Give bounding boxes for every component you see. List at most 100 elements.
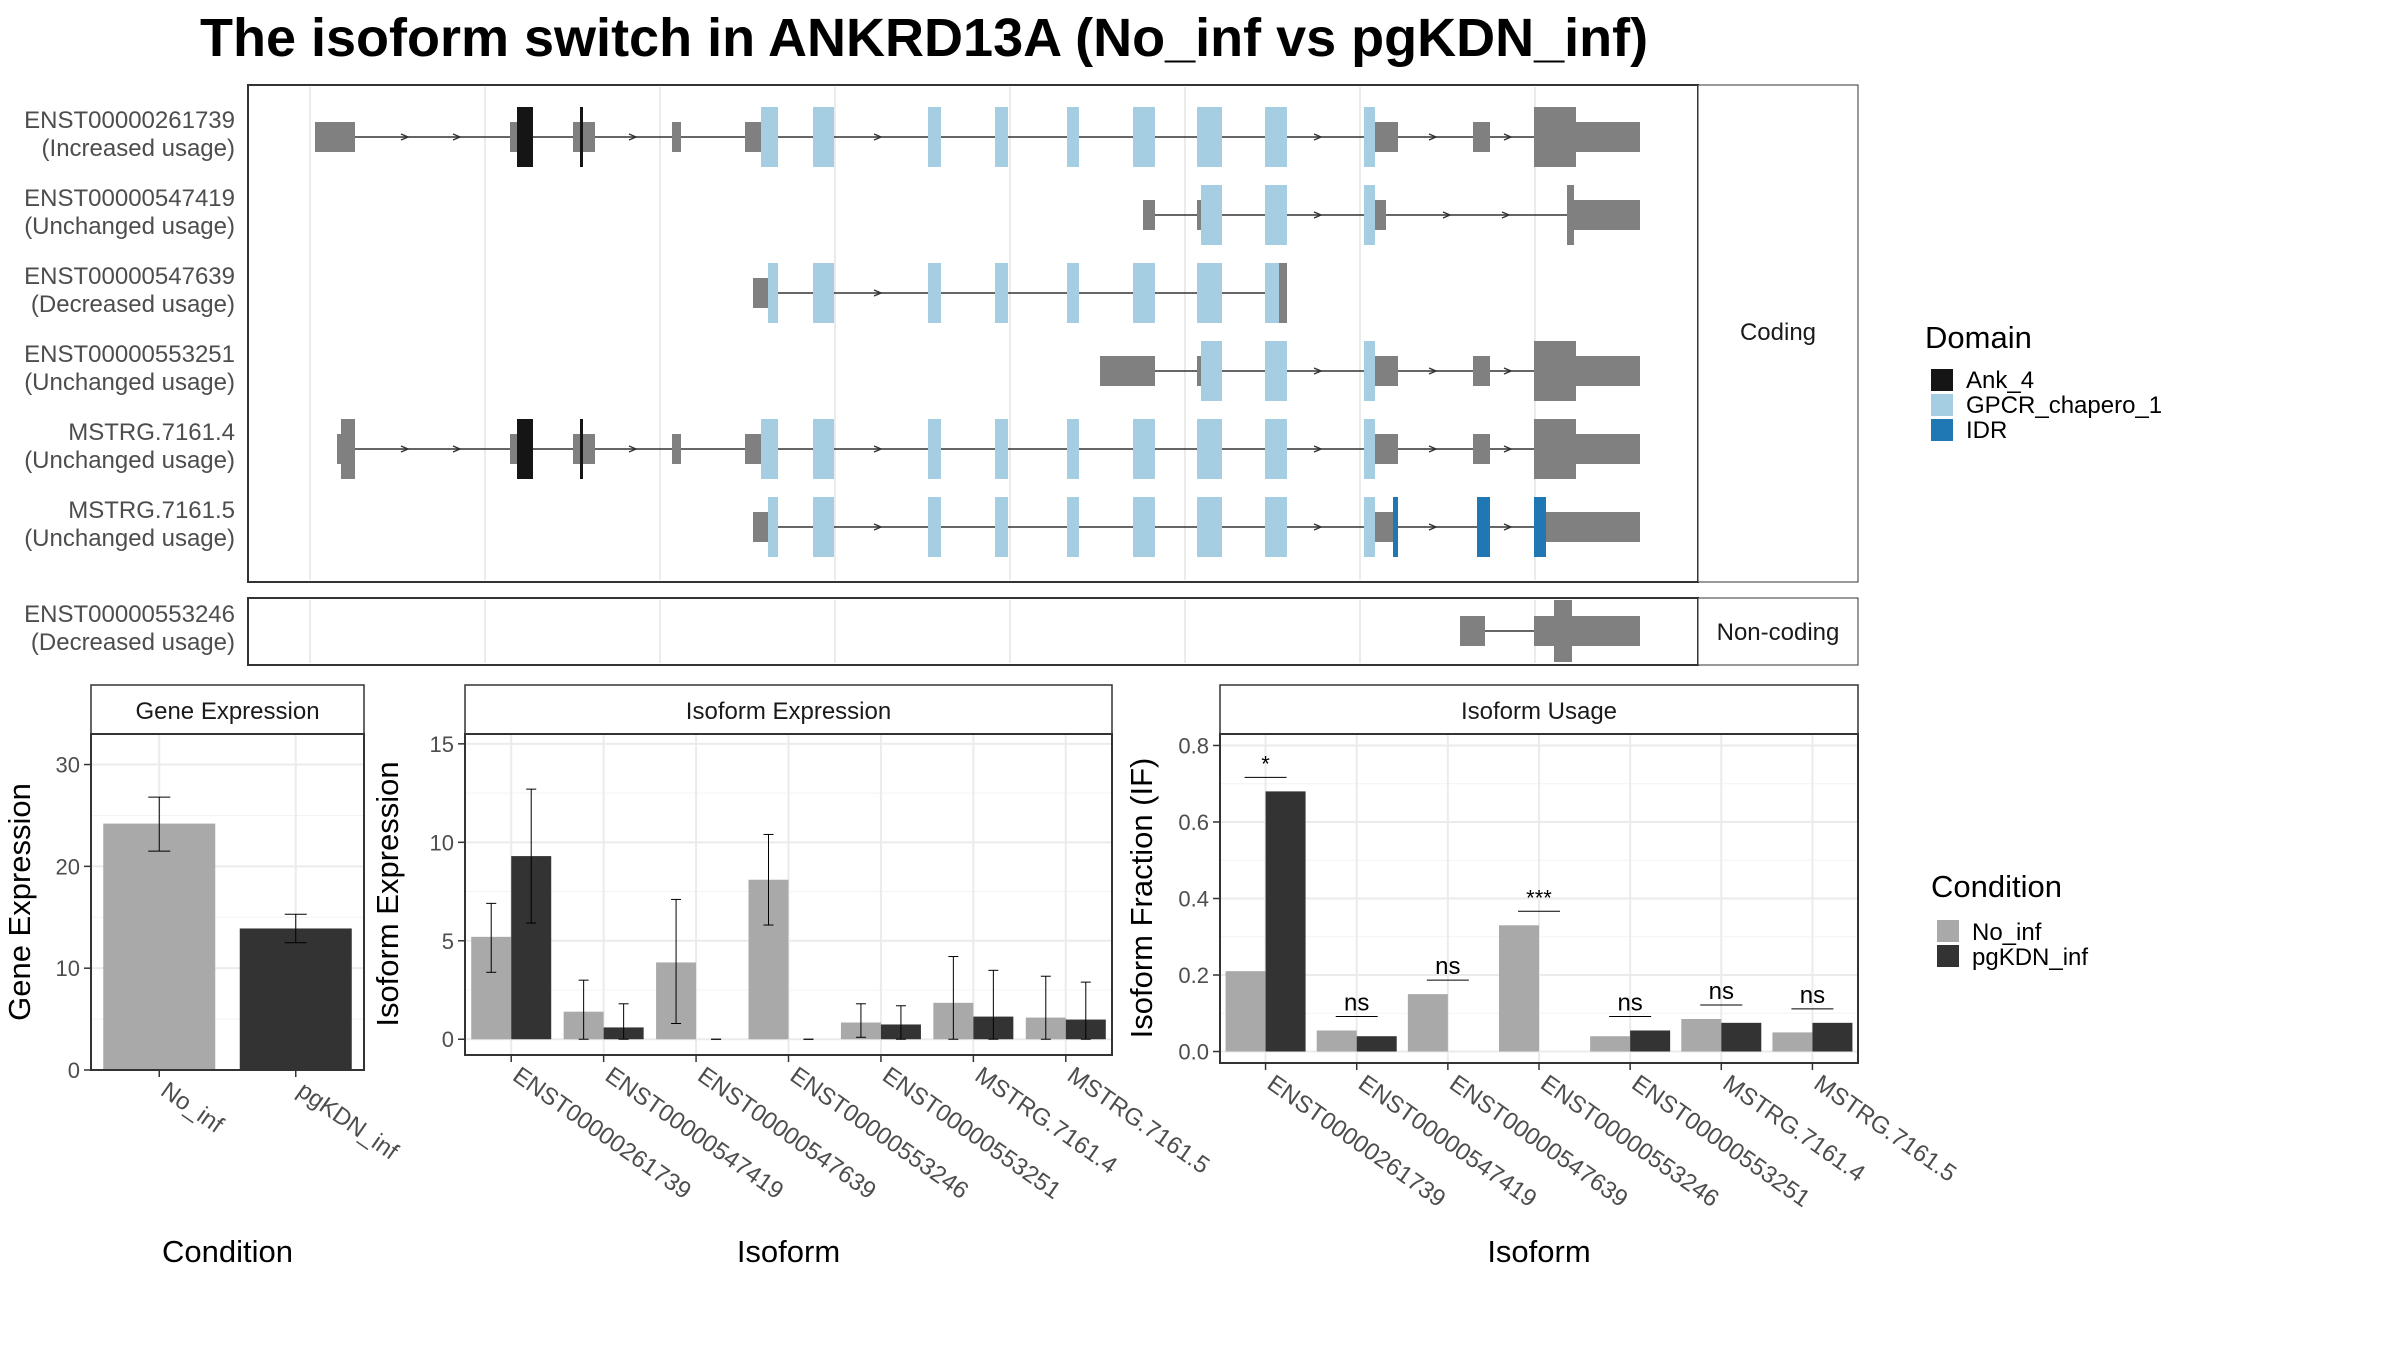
coding-exon [995, 497, 1008, 557]
utr-exon [315, 122, 341, 152]
intron-arrow [1503, 523, 1513, 531]
coding-exon [768, 263, 778, 323]
chart-title: Isoform Expression [686, 698, 891, 725]
coding-exon [1265, 185, 1287, 245]
significance-label: ns [1709, 978, 1734, 1005]
coding-exon [761, 419, 778, 479]
bar [239, 928, 352, 1070]
coding-exon [580, 107, 583, 167]
bar [1225, 971, 1266, 1052]
coding-exon [1265, 419, 1287, 479]
coding-exon [928, 263, 941, 323]
utr-exon [1100, 356, 1155, 386]
intron-arrow [1313, 133, 1323, 141]
coding-exon [995, 419, 1008, 479]
coding-exon [1197, 497, 1222, 557]
coding-exon [1067, 419, 1079, 479]
x-axis-title: Isoform [737, 1234, 840, 1269]
isoform-tracks [315, 107, 1640, 662]
condition-legend-label: No_inf [1972, 919, 2042, 946]
x-axis-title: Condition [162, 1234, 293, 1269]
coding-exon [1197, 419, 1222, 479]
coding-exon [1133, 263, 1155, 323]
intron-arrow [1428, 523, 1438, 531]
domain-legend-swatch [1931, 369, 1953, 391]
utr-exon [745, 122, 761, 152]
utr-exon [745, 434, 761, 464]
coding-exon [928, 419, 941, 479]
coding-panel [247, 84, 1699, 583]
utr-exon [583, 434, 595, 464]
isoform-usage-label: (Decreased usage) [31, 629, 235, 656]
isoform-labels: ENST00000261739(Increased usage) ENST0000… [24, 107, 235, 656]
condition-legend-swatch [1937, 920, 1959, 942]
utr-exon [753, 278, 768, 308]
coding-exon [928, 497, 941, 557]
chart-title: Isoform Usage [1461, 698, 1617, 725]
y-tick-label: 0 [68, 1058, 80, 1083]
coding-exon [1265, 263, 1279, 323]
intron-arrow [1503, 367, 1513, 375]
noncoding-exon [1534, 616, 1640, 646]
y-axis-title: Gene Expression [2, 783, 37, 1021]
noncoding-strip [1697, 597, 1859, 666]
x-tick-label: pgKDN_inf [292, 1077, 403, 1166]
coding-exon [580, 419, 583, 479]
y-tick-label: 0 [442, 1027, 454, 1052]
bar-charts: Gene Expression 0 10 20 30 No_inf pgKDN_inf Con… [2, 684, 1961, 1269]
utr-exon [1473, 356, 1490, 386]
y-tick-label: 10 [430, 830, 454, 855]
coding-exon [813, 263, 834, 323]
coding-exon [1201, 341, 1222, 401]
chart-1: Isoform Expression051015ENST00000261739E… [370, 684, 1214, 1269]
noncoding-exon [1554, 600, 1572, 662]
y-tick-label: 0.2 [1178, 963, 1209, 988]
intron-arrow [1313, 211, 1323, 219]
significance-label: * [1261, 751, 1270, 776]
isoform-usage-label: (Increased usage) [42, 135, 235, 162]
bar [1316, 1030, 1357, 1052]
coding-exon [1265, 341, 1287, 401]
intron-arrow [873, 445, 883, 453]
intron-arrow [1313, 367, 1323, 375]
isoform-usage-label: (Decreased usage) [31, 291, 235, 318]
chart-strip [1219, 684, 1859, 735]
coding-exon [1364, 185, 1375, 245]
noncoding-panel [247, 597, 1699, 666]
utr-exon [1197, 200, 1201, 230]
utr-exon [1143, 200, 1155, 230]
coding-exon [1364, 497, 1375, 557]
coding-exon [1067, 497, 1079, 557]
x-tick-label: No_inf [156, 1077, 229, 1139]
utr-exon [337, 434, 341, 464]
utr-exon [341, 419, 355, 479]
utr-exon [1576, 122, 1640, 152]
condition-legend-swatch [1937, 945, 1959, 967]
coding-exon [1133, 419, 1155, 479]
coding-exon [1197, 263, 1222, 323]
utr-exon [1473, 122, 1490, 152]
y-axis-title: Isoform Fraction (IF) [1124, 758, 1159, 1039]
figure-title: The isoform switch in ANKRD13A (No_inf v… [200, 8, 1648, 68]
coding-exon [1265, 497, 1287, 557]
bar [1772, 1032, 1813, 1052]
utr-exon [1534, 107, 1576, 167]
significance-label: ns [1344, 989, 1369, 1016]
coding-strip [1697, 84, 1859, 583]
condition-legend-title: Condition [1931, 869, 2062, 904]
coding-exon [813, 107, 834, 167]
coding-exon [813, 419, 834, 479]
y-tick-label: 0.6 [1178, 810, 1209, 835]
y-tick-label: 30 [56, 753, 80, 778]
utr-exon [1375, 434, 1398, 464]
significance-label: ns [1617, 989, 1642, 1016]
y-tick-label: 0.0 [1178, 1040, 1209, 1065]
coding-strip-label: Coding [1740, 319, 1816, 346]
utr-exon [341, 122, 355, 152]
isoform-usage-label: (Unchanged usage) [24, 447, 235, 474]
utr-exon [1473, 434, 1490, 464]
significance-label: ns [1800, 982, 1825, 1009]
isoform-name-label: MSTRG.7161.5 [68, 497, 235, 524]
bar [1812, 1022, 1853, 1052]
